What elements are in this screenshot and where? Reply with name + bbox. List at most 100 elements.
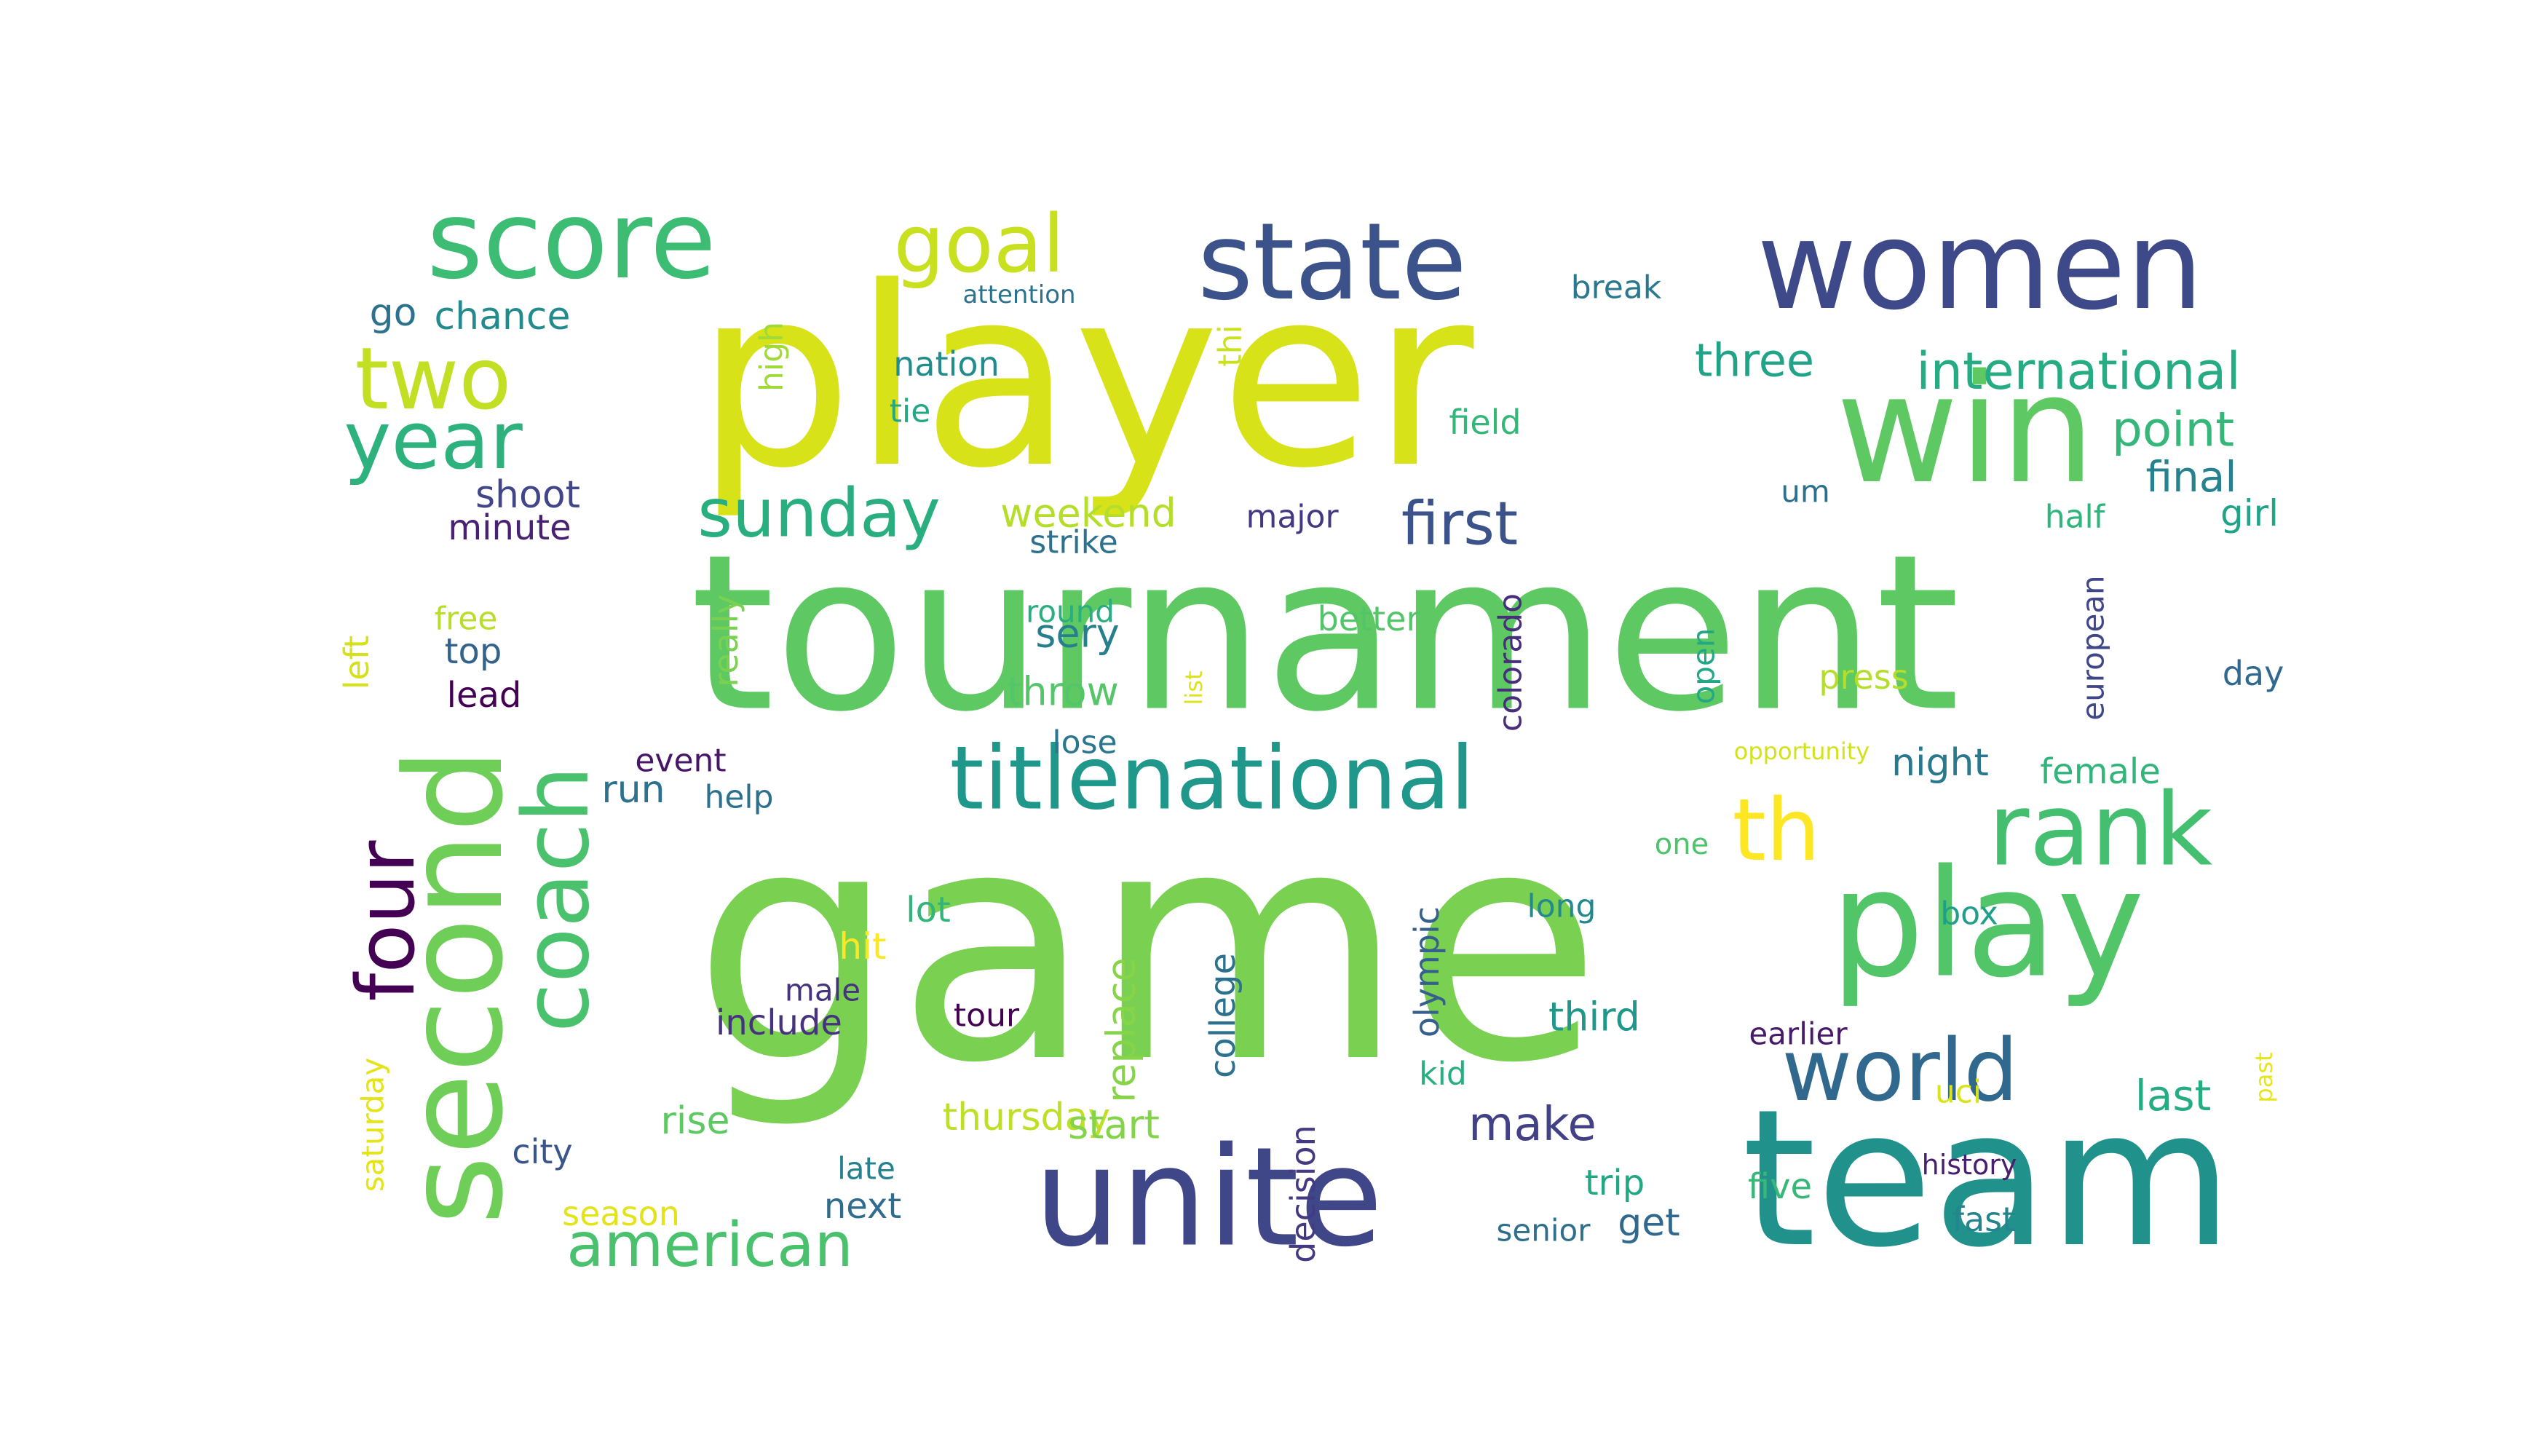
word-colorado: colorado <box>1492 593 1530 732</box>
word-two: two <box>355 328 512 429</box>
word-rise: rise <box>661 1099 730 1143</box>
word-round: round <box>1026 594 1115 630</box>
word-five: five <box>1748 1166 1812 1207</box>
word-next: next <box>824 1186 901 1227</box>
word-chance: chance <box>435 295 571 339</box>
word-help: help <box>704 779 773 816</box>
word-last: last <box>2135 1071 2212 1120</box>
word-break: break <box>1571 269 1662 306</box>
word-hit: hit <box>839 925 886 968</box>
word-play: play <box>1830 839 2145 1011</box>
word-world: world <box>1782 1020 2019 1120</box>
word-kid: kid <box>1419 1056 1467 1093</box>
word-weekend: weekend <box>1000 491 1176 537</box>
word-better: better <box>1318 599 1420 638</box>
word-thursday: thursday <box>943 1096 1110 1139</box>
word-titlenational: titlenational <box>950 729 1475 830</box>
word-lose: lose <box>1052 724 1117 761</box>
word-first: first <box>1401 490 1518 559</box>
word-saturday: saturday <box>355 1058 391 1192</box>
word-start: start <box>1068 1102 1160 1148</box>
word-male: male <box>785 973 860 1008</box>
word-lead: lead <box>447 675 522 716</box>
word-major: major <box>1246 499 1339 536</box>
word-include: include <box>716 1002 842 1043</box>
word-final: final <box>2146 452 2237 502</box>
word-minute: minute <box>448 507 571 548</box>
word-field: field <box>1449 403 1521 442</box>
word-three: three <box>1695 334 1814 387</box>
word-make: make <box>1468 1098 1597 1152</box>
word-left: left <box>337 636 376 690</box>
word-player: player <box>696 234 1476 523</box>
word-sery: sery <box>1035 611 1120 657</box>
word-olympic: olympic <box>1407 906 1447 1037</box>
word-replace: replace <box>1099 957 1144 1103</box>
word-open: open <box>1686 628 1722 705</box>
word-late: late <box>837 1151 895 1187</box>
word-season: season <box>562 1194 680 1233</box>
word-female: female <box>2040 751 2160 792</box>
word-get: get <box>1618 1201 1679 1245</box>
word-box: box <box>1940 895 1998 933</box>
word-history: history <box>1922 1149 2017 1181</box>
word-thi: thi <box>1212 325 1249 366</box>
word-score: score <box>427 178 716 303</box>
word-tour: tour <box>954 997 1020 1034</box>
word-unite: unite <box>1034 1118 1383 1278</box>
word-high: high <box>753 322 791 392</box>
word-state: state <box>1198 200 1467 324</box>
word-long: long <box>1527 888 1597 925</box>
word-fast: fast <box>1952 1200 2015 1239</box>
word-point: point <box>2112 402 2234 458</box>
word-free: free <box>435 601 498 638</box>
word-opportunity: opportunity <box>1734 737 1870 765</box>
word-one: one <box>1655 828 1709 861</box>
word-uci: uci <box>1935 1074 1982 1111</box>
word-earlier: earlier <box>1749 1016 1848 1052</box>
word-nation: nation <box>893 344 999 384</box>
word-team: team <box>1742 1069 2234 1289</box>
word-day: day <box>2223 654 2284 693</box>
word-go: go <box>370 291 417 335</box>
word-tie: tie <box>890 393 931 430</box>
word-rank: rank <box>1988 772 2213 889</box>
word-women: women <box>1757 194 2204 337</box>
word-trip: trip <box>1585 1163 1645 1203</box>
word-third: third <box>1548 994 1640 1040</box>
word-list: list <box>1180 671 1208 705</box>
word-four: four <box>339 840 432 1002</box>
word-girl: girl <box>2220 492 2279 534</box>
word-half: half <box>2045 499 2106 536</box>
word-tournament: tournament <box>690 508 1960 759</box>
word-night: night <box>1891 741 1989 785</box>
word-decision: decision <box>1283 1125 1323 1263</box>
word-city: city <box>512 1132 572 1171</box>
word-event: event <box>635 743 726 780</box>
word-win: win <box>1836 342 2095 517</box>
word-sunday: sunday <box>697 475 941 553</box>
word-coach: coach <box>505 766 609 1033</box>
word-really: really <box>706 594 745 687</box>
word-shoot: shoot <box>475 473 580 517</box>
word-year: year <box>344 394 523 487</box>
word-goal: goal <box>893 197 1064 290</box>
word-throw: throw <box>1007 669 1119 715</box>
word-past: past <box>2250 1052 2278 1102</box>
word-top: top <box>445 631 502 672</box>
word-run: run <box>601 768 665 812</box>
word-th: th <box>1732 780 1820 880</box>
word-press: press <box>1819 657 1908 697</box>
word-college: college <box>1203 953 1243 1078</box>
word-senior: senior <box>1497 1213 1591 1249</box>
word-american: american <box>566 1209 853 1281</box>
word-second: second <box>377 748 533 1225</box>
word-game: game <box>693 760 1602 1133</box>
word-strike: strike <box>1029 524 1117 561</box>
word-um: um <box>1781 474 1830 510</box>
word-lot: lot <box>906 890 951 930</box>
word-european: european <box>2076 575 2111 720</box>
word-attention: attention <box>962 280 1075 309</box>
word-international: international <box>1916 341 2241 401</box>
